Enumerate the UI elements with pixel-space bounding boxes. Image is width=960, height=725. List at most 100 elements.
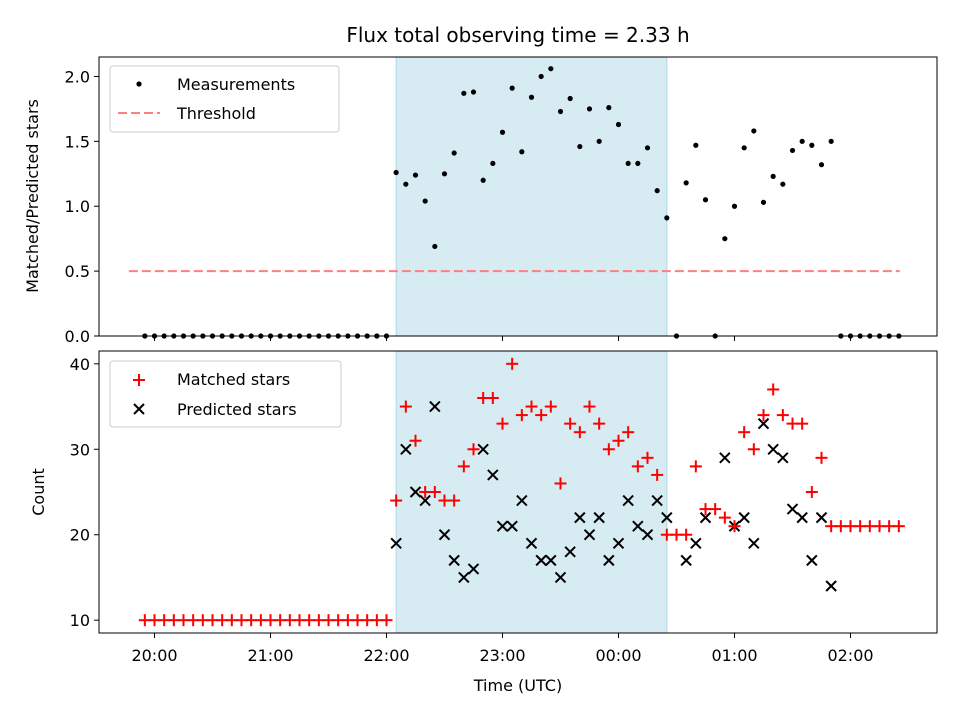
top-panel: 0.0 0.5 1.0 1.5 2.0 Flux total observing tim… [23, 23, 938, 346]
bottom-y-tick-label: 30 [70, 440, 90, 459]
predicted-stars-point [525, 537, 538, 549]
predicted-stars-point [767, 443, 779, 455]
matched-stars-point [506, 357, 519, 370]
top-y-tick-label: 1.0 [65, 197, 90, 216]
matched-stars-point [496, 417, 509, 430]
predicted-stars-point [661, 511, 673, 524]
predicted-stars-point [400, 443, 412, 455]
predicted-stars-point [690, 537, 702, 549]
matched-stars-series [138, 357, 905, 627]
predicted-stars-point [409, 486, 422, 498]
measurement-point [412, 172, 419, 178]
predicted-stars-point [815, 511, 828, 524]
x-tick-label: 22:00 [363, 646, 409, 665]
top-y-axis-label: Matched/Predicted stars [23, 99, 42, 293]
measurement-point [664, 215, 670, 221]
measurement-point [461, 90, 467, 96]
matched-stars-point [892, 520, 905, 533]
predicted-stars-point [806, 554, 818, 567]
x-axis-label: Time (UTC) [473, 676, 562, 695]
predicted-stars-point [419, 494, 431, 507]
predicted-stars-point [477, 443, 489, 455]
matched-stars-point [544, 400, 557, 413]
bottom-y-axis: 10 20 30 40 [70, 355, 99, 630]
measurement-point [451, 150, 457, 156]
measurement-point [509, 85, 515, 91]
matched-stars-point [564, 417, 577, 430]
measurement-point [586, 106, 593, 112]
matched-stars-point [709, 503, 722, 516]
matched-stars-point [535, 409, 548, 422]
measurement-point [789, 147, 796, 154]
bottom-y-axis-label: Count [29, 468, 48, 516]
matched-stars-point [583, 400, 596, 413]
x-tick-label: 02:00 [827, 646, 873, 665]
measurement-point [770, 173, 776, 179]
chart-title: Flux total observing time = 2.33 h [346, 23, 689, 47]
bottom-axes-frame [98, 350, 938, 634]
legend-predicted-label: Predicted stars [177, 400, 297, 419]
measurement-point [702, 197, 709, 203]
predicted-stars-point [467, 563, 480, 575]
predicted-stars-point [748, 537, 760, 549]
bottom-y-tick-label: 40 [70, 355, 90, 374]
predicted-stars-point [506, 520, 518, 532]
predicted-stars-point [757, 417, 770, 430]
measurement-point [432, 243, 438, 250]
matched-stars-point [757, 409, 770, 422]
measurement-point [606, 105, 612, 111]
predicted-stars-point [448, 554, 460, 567]
measurement-point [567, 95, 573, 102]
matched-stars-point [622, 426, 635, 439]
measurement-point [760, 199, 767, 205]
predicted-stars-point [680, 554, 692, 567]
predicted-stars-point [641, 529, 654, 541]
measurement-point [654, 188, 660, 194]
measurement-point [577, 143, 583, 150]
predicted-stars-point [738, 511, 750, 524]
predicted-stars-point [554, 571, 567, 584]
bottom-legend: Matched stars Predicted stars [109, 360, 342, 428]
top-shaded-span [395, 56, 668, 337]
predicted-stars-point [487, 469, 499, 481]
top-x-axis-ticks [154, 336, 851, 341]
measurement-point [490, 160, 496, 167]
top-y-tick-label: 2.0 [65, 67, 90, 86]
matched-stars-point [728, 520, 741, 533]
measurement-point [625, 160, 631, 167]
measurement-point [403, 181, 409, 187]
top-y-tick-label: 0.5 [65, 262, 90, 281]
matched-stars-point [815, 451, 828, 464]
predicted-stars-point [516, 494, 528, 507]
predicted-stars-point [786, 503, 799, 515]
matched-stars-point [631, 460, 644, 473]
matched-stars-point [428, 486, 441, 498]
top-legend: Measurements Threshold [109, 65, 340, 133]
measurement-point [528, 94, 535, 100]
predicted-stars-point [651, 494, 663, 507]
measurement-point [441, 171, 448, 177]
predicted-stars-point [603, 554, 615, 567]
matched-stars-point [602, 443, 615, 456]
predicted-stars-point [496, 520, 509, 532]
matched-stars-point [805, 486, 818, 498]
measurement-point [693, 142, 699, 148]
measurement-point [422, 198, 428, 204]
bottom-shaded-span [395, 350, 668, 634]
measurement-point [499, 129, 506, 135]
matched-stars-point [767, 383, 780, 396]
predicted-stars-point [612, 537, 625, 549]
matched-stars-point [399, 400, 412, 413]
measurement-point [828, 138, 834, 144]
matched-stars-point [409, 434, 422, 447]
legend-matched-marker [133, 374, 145, 386]
predicted-stars-point [593, 511, 605, 524]
measurement-point [780, 181, 786, 187]
top-y-tick-label: 1.5 [65, 132, 90, 151]
top-y-tick-label: 0.0 [65, 327, 90, 346]
predicted-stars-point [622, 494, 634, 507]
bottom-legend-box [109, 360, 342, 428]
measurements-series [142, 66, 902, 339]
